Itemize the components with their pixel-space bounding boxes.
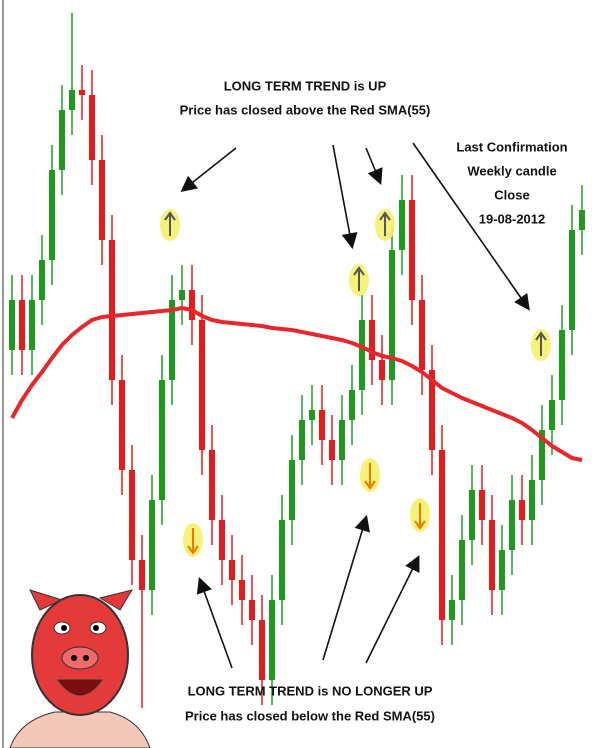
candle-body — [579, 210, 585, 230]
candle-body — [529, 480, 535, 520]
candle-body — [509, 500, 515, 550]
candle-body — [379, 360, 385, 380]
candle-body — [239, 580, 245, 600]
candle-body — [39, 260, 45, 300]
candle-body — [59, 110, 65, 170]
candle-body — [369, 320, 375, 360]
candle-body — [159, 380, 165, 500]
candle-body — [349, 390, 355, 420]
candle-body — [229, 560, 235, 580]
candle-body — [449, 600, 455, 620]
candle-body — [409, 200, 415, 300]
down-signal — [183, 523, 203, 557]
candle-body — [389, 250, 395, 380]
candle-body — [119, 380, 125, 470]
candle-body — [9, 300, 15, 350]
candle-body — [19, 300, 25, 350]
candle-body — [149, 500, 155, 590]
candle-body — [569, 230, 575, 330]
candle-body — [259, 620, 265, 680]
candle-body — [519, 500, 525, 520]
down-signal — [360, 458, 380, 492]
candle-body — [109, 240, 115, 380]
candle-body — [299, 420, 305, 460]
up-signal — [349, 264, 369, 296]
candle-body — [129, 470, 135, 560]
up-signal — [531, 329, 551, 361]
candle-body — [69, 90, 75, 110]
candle-body — [479, 490, 485, 520]
up-signal — [375, 209, 395, 241]
plot — [9, 13, 585, 708]
candle-body — [329, 440, 335, 460]
candle-body — [469, 490, 475, 540]
candle-body — [499, 550, 505, 590]
candle-body — [269, 600, 275, 680]
candle-body — [319, 410, 325, 440]
candle-body — [459, 540, 465, 600]
signals — [160, 209, 551, 557]
candle-body — [209, 450, 215, 520]
annotation-text: Weekly candle — [467, 163, 556, 178]
candle-body — [539, 430, 545, 480]
annotation-text: 19-08-2012 — [479, 211, 546, 226]
candle-body — [139, 560, 145, 590]
down-signal — [410, 498, 430, 532]
candle-body — [99, 160, 105, 240]
candle-body — [429, 370, 435, 450]
annotation-text: Close — [494, 187, 529, 202]
candle-body — [559, 330, 565, 400]
candle-body — [29, 300, 35, 350]
arrows — [180, 142, 530, 669]
candle-body — [419, 300, 425, 370]
candle-body — [249, 600, 255, 620]
candle-body — [359, 320, 365, 390]
candle-body — [219, 520, 225, 560]
candle-body — [489, 520, 495, 590]
candle-body — [279, 520, 285, 600]
annotation-title: LONG TERM TREND is UP — [224, 78, 387, 93]
candle-body — [189, 290, 195, 320]
annotation-title: LONG TERM TREND is NO LONGER UP — [188, 683, 433, 698]
candle-body — [179, 290, 185, 300]
candle-body — [289, 460, 295, 520]
candle-body — [79, 90, 85, 95]
candle-body — [339, 420, 345, 460]
annotation-text: Price has closed below the Red SMA(55) — [185, 708, 435, 723]
candle-body — [439, 450, 445, 620]
annotation-text: Price has closed above the Red SMA(55) — [180, 102, 431, 117]
candle-body — [49, 170, 55, 260]
sma-line — [10, 306, 583, 462]
candle-body — [399, 200, 405, 250]
annotation-text: Last Confirmation — [456, 139, 567, 154]
candle-body — [199, 320, 205, 450]
candle-body — [169, 300, 175, 380]
pig-mascot — [9, 589, 151, 748]
up-signal — [160, 209, 180, 241]
candle-body — [309, 410, 315, 420]
candle-body — [549, 400, 555, 430]
candle-body — [89, 95, 95, 160]
